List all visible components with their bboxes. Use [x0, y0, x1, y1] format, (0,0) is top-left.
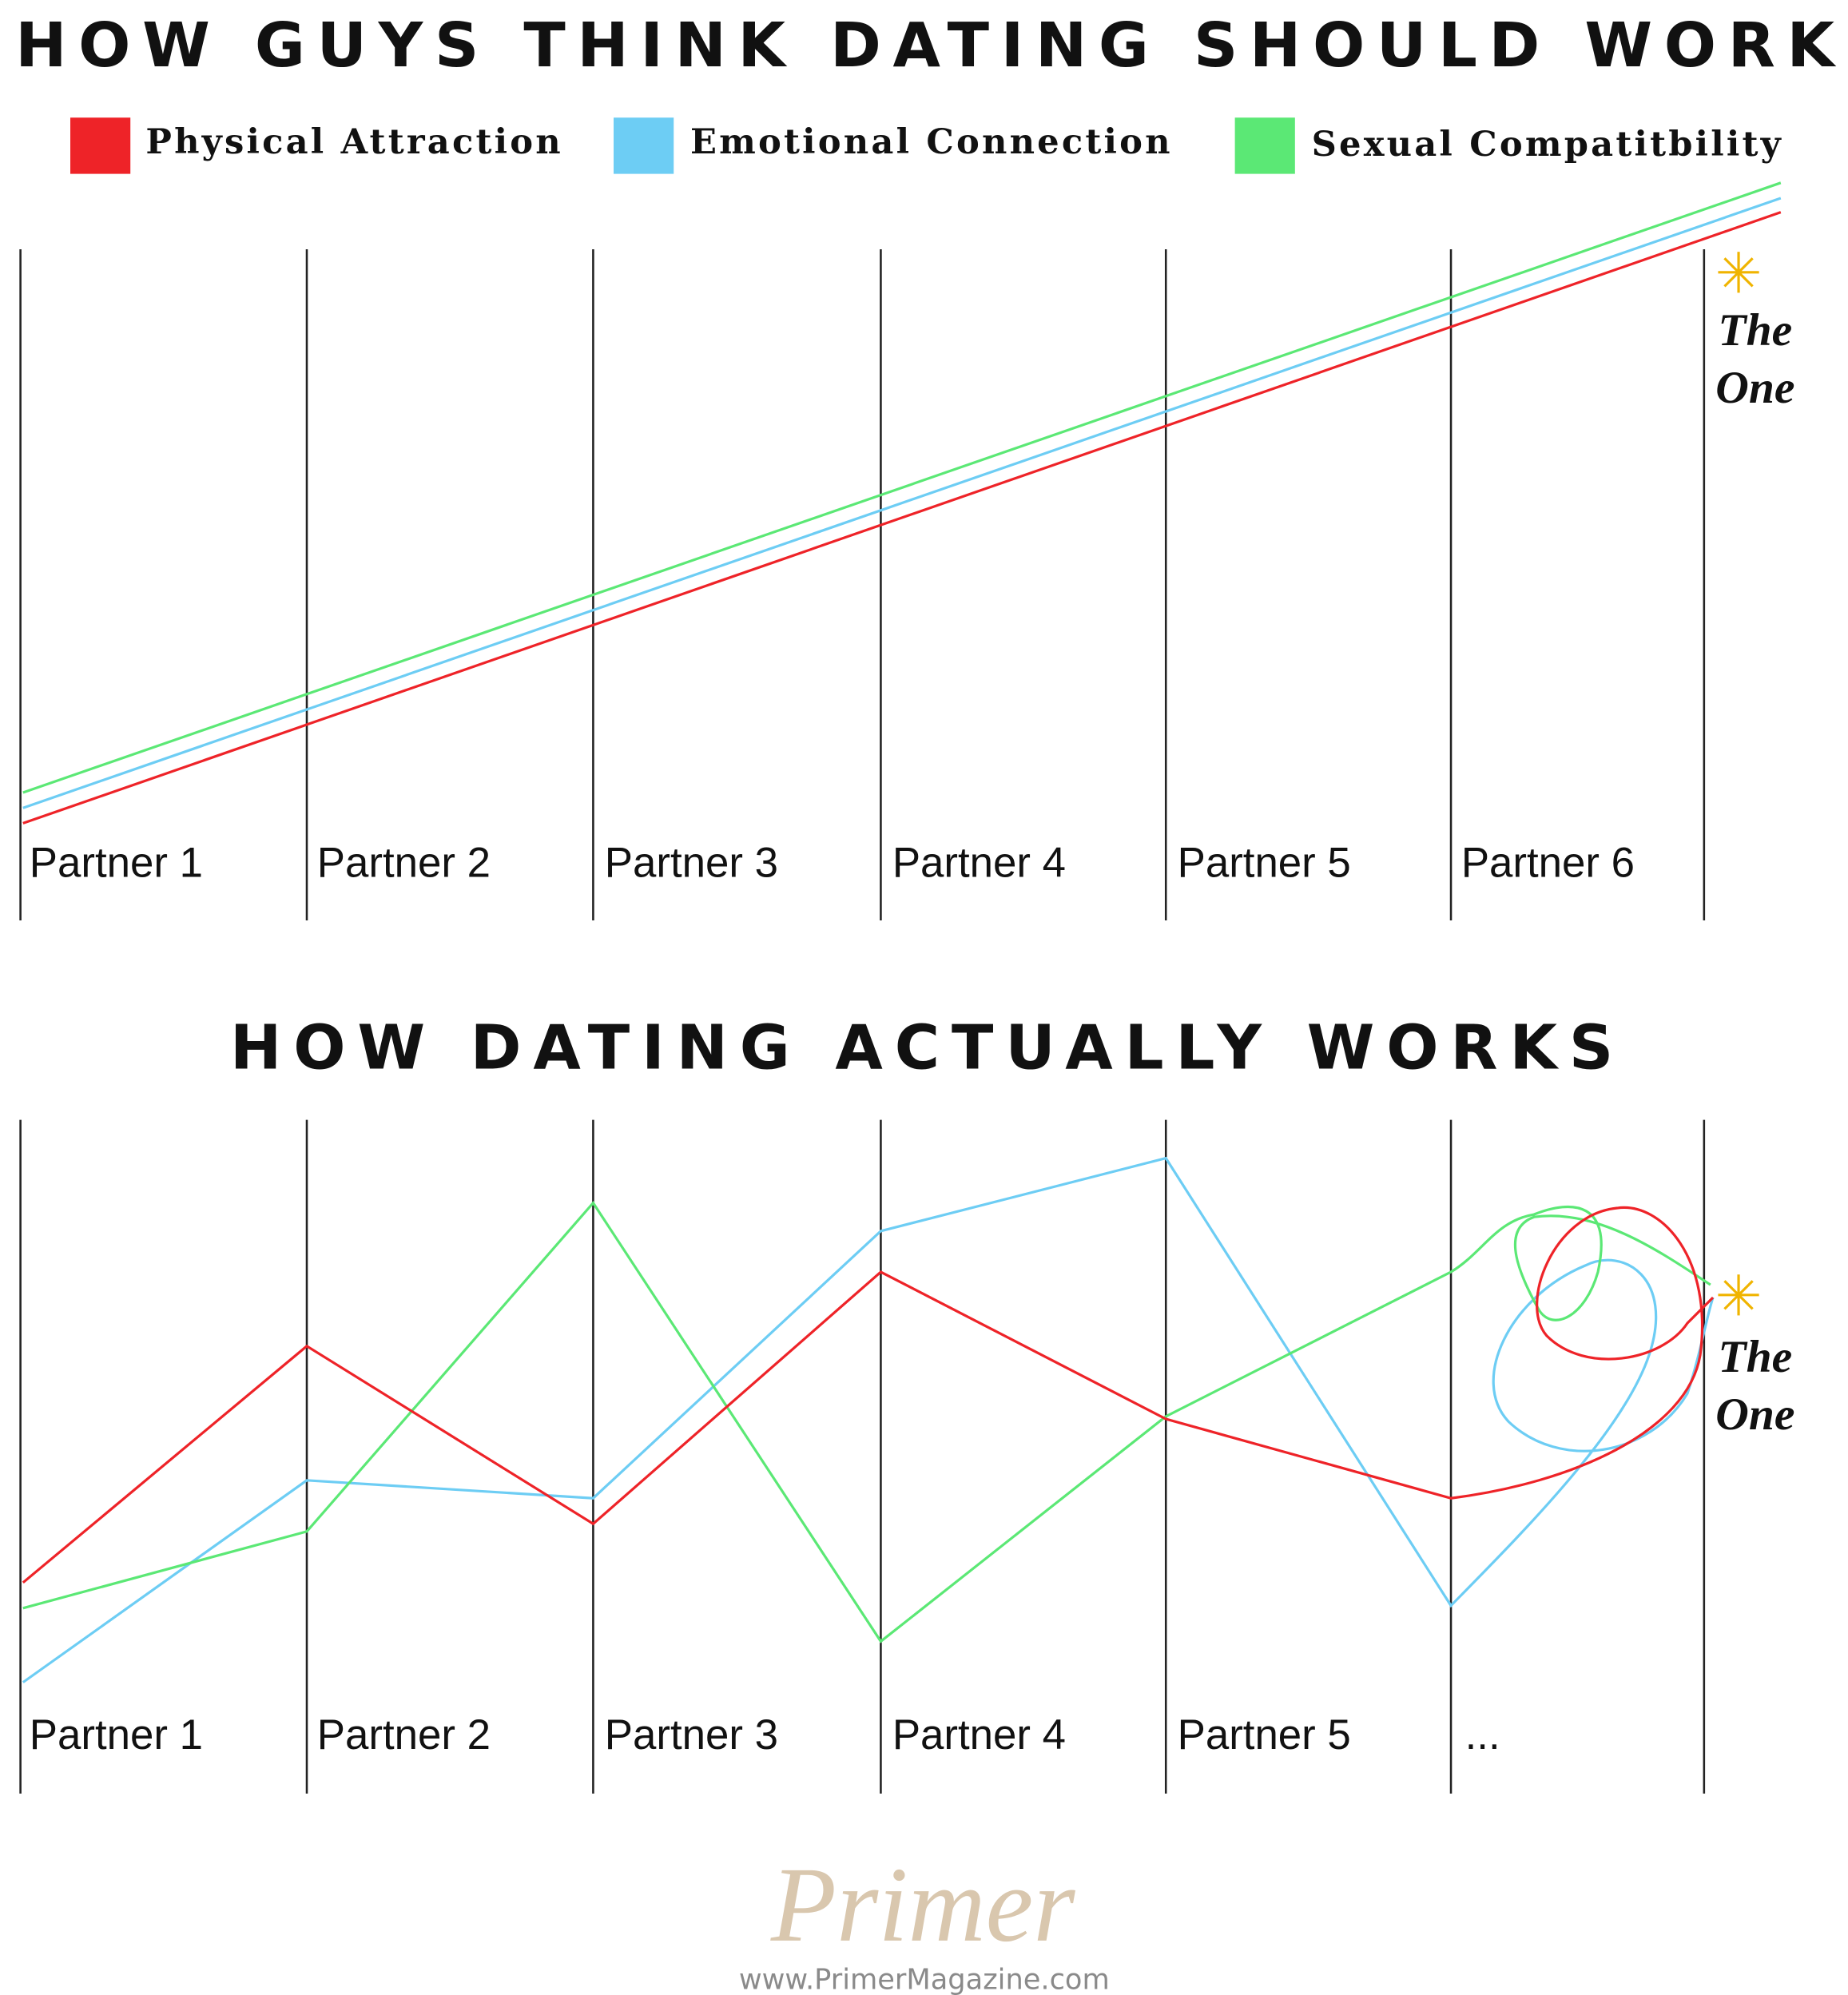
the-one: One	[1715, 1389, 1794, 1440]
legend-swatch	[614, 117, 674, 174]
partner-label: Partner 3	[605, 1711, 778, 1759]
brand: Primer	[770, 1846, 1075, 1965]
legend-swatch	[70, 117, 131, 174]
partner-label: Partner 5	[1178, 1711, 1351, 1759]
partner-label: Partner 1	[30, 840, 203, 887]
panel-title: HOW DATING ACTUALLY WORKS	[230, 1013, 1613, 1084]
dividers	[19, 249, 1706, 921]
dividers	[19, 1119, 1706, 1794]
line-physical	[22, 1206, 1715, 1584]
the-one: One	[1715, 363, 1794, 413]
partner-label: Partner 4	[892, 1711, 1066, 1759]
partner-label: Partner 1	[30, 1711, 203, 1759]
partner-label: Partner 6	[1461, 840, 1635, 887]
legend-label: Emotional Connection	[690, 121, 1173, 162]
star	[1718, 1274, 1759, 1316]
title: HOW GUYS THINK DATING SHOULD WORK	[15, 10, 1836, 81]
legend-label: Physical Attraction	[145, 121, 562, 162]
partner-label: ...	[1465, 1711, 1500, 1759]
panel-bottom: Partner 1 Partner 2 Partner 3 Partner 4 …	[19, 1119, 1794, 1794]
partner-label: Partner 2	[317, 1711, 491, 1759]
the-one: The	[1718, 305, 1792, 356]
line-emotional	[22, 197, 1782, 809]
panel-top: Partner 1 Partner 2 Partner 3 Partner 4 …	[19, 181, 1794, 921]
star	[1718, 252, 1759, 293]
legend-swatch	[1234, 117, 1295, 174]
partner-label: Partner 2	[317, 840, 491, 887]
line-emotional	[22, 1156, 1715, 1683]
partner-label: Partner 5	[1178, 840, 1351, 887]
the-one: The	[1718, 1332, 1792, 1382]
partner-label: Partner 4	[892, 840, 1066, 887]
partner-label: Partner 3	[605, 840, 778, 887]
line-sexual	[22, 1200, 1711, 1643]
legend-label: Sexual Compatitbility	[1312, 124, 1783, 165]
line-sexual	[22, 181, 1782, 794]
url: www.PrimerMagazine.com	[739, 1964, 1110, 1995]
line-physical	[22, 211, 1782, 825]
